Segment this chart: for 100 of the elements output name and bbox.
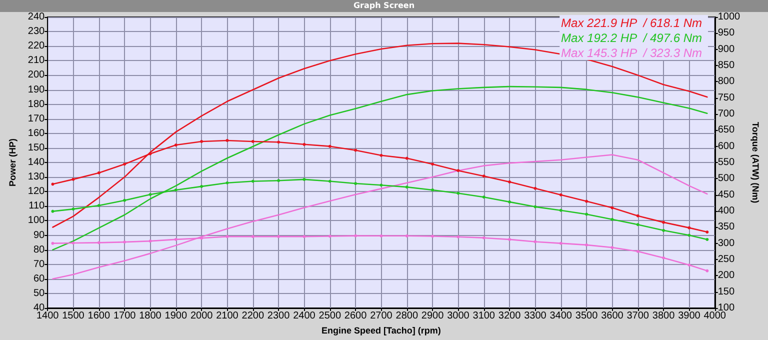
point bbox=[226, 138, 229, 142]
x-tick-label: 2100 bbox=[216, 310, 239, 322]
x-tick-label: 3300 bbox=[524, 310, 547, 322]
x-tick-label: 1600 bbox=[88, 310, 110, 322]
x-tick-label: 3100 bbox=[472, 310, 496, 322]
y-tick-label: 150 bbox=[28, 142, 46, 154]
y-tick-label: 170 bbox=[28, 113, 46, 124]
line-series bbox=[52, 42, 708, 228]
x-tick-label: 3800 bbox=[652, 310, 676, 322]
point bbox=[508, 180, 512, 184]
y2-tick-label: 200 bbox=[718, 270, 735, 282]
point bbox=[328, 180, 332, 183]
point bbox=[97, 241, 100, 244]
y-tick-label: 110 bbox=[28, 200, 46, 212]
point bbox=[482, 236, 486, 240]
x-tick-label: 3500 bbox=[575, 310, 598, 322]
point bbox=[662, 220, 666, 224]
series-label: Max 221.9 HP / 618.1 Nm bbox=[561, 16, 702, 30]
point bbox=[277, 179, 280, 182]
point bbox=[123, 162, 126, 166]
y2-axis-title: Torque (ATW) (Nm) bbox=[750, 122, 760, 204]
point bbox=[226, 181, 229, 184]
point bbox=[662, 228, 666, 232]
point bbox=[405, 186, 408, 189]
y2-tick-label: 850 bbox=[718, 60, 735, 71]
point bbox=[200, 184, 204, 188]
x-tick-label: 2700 bbox=[370, 310, 393, 322]
chart-title: Graph Screen bbox=[0, 0, 768, 12]
y-tick-label: 60 bbox=[33, 273, 46, 284]
point bbox=[302, 178, 306, 181]
point bbox=[51, 182, 54, 186]
point bbox=[431, 234, 434, 238]
x-tick-label: 2800 bbox=[396, 310, 418, 322]
y2-tick-label: 450 bbox=[718, 189, 735, 200]
x-tick-label: 1400 bbox=[36, 310, 60, 322]
y-tick-label: 190 bbox=[28, 84, 46, 96]
point bbox=[51, 210, 54, 213]
y-tick-label: 180 bbox=[28, 98, 46, 110]
x-tick-label: 1800 bbox=[139, 310, 162, 322]
point bbox=[97, 171, 100, 174]
x-tick-label: 1700 bbox=[113, 310, 136, 322]
point bbox=[482, 196, 486, 199]
y2-tick-label: 600 bbox=[718, 140, 735, 152]
point bbox=[706, 238, 709, 241]
x-tick-label: 3600 bbox=[601, 310, 624, 322]
point bbox=[123, 198, 126, 202]
point bbox=[328, 234, 332, 238]
point bbox=[277, 140, 280, 144]
point bbox=[380, 154, 383, 157]
point bbox=[328, 144, 332, 148]
point bbox=[148, 193, 152, 196]
y-tick-label: 70 bbox=[33, 258, 46, 270]
point bbox=[706, 230, 709, 234]
point bbox=[585, 243, 588, 246]
y2-tick-label: 550 bbox=[718, 157, 735, 168]
point bbox=[636, 250, 640, 253]
point bbox=[456, 192, 460, 195]
x-tick-label: 2500 bbox=[318, 310, 342, 322]
y-tick-label: 120 bbox=[28, 186, 46, 198]
point bbox=[72, 208, 75, 211]
point bbox=[662, 256, 666, 260]
x-tick-label: 3000 bbox=[447, 310, 470, 322]
point bbox=[380, 234, 383, 238]
point bbox=[354, 234, 358, 238]
y-tick-label: 130 bbox=[28, 172, 46, 183]
point bbox=[585, 200, 588, 203]
point bbox=[688, 234, 691, 237]
x-tick-label: 3700 bbox=[626, 310, 650, 322]
x-tick-label: 2200 bbox=[242, 310, 264, 322]
y-tick-label: 160 bbox=[28, 128, 46, 139]
x-tick-label: 4000 bbox=[704, 310, 726, 322]
point bbox=[456, 169, 460, 172]
x-tick-label: 3900 bbox=[678, 310, 701, 322]
y-tick-label: 80 bbox=[33, 244, 46, 256]
point bbox=[559, 242, 562, 245]
text: Max 192.2 HP / 497.6 Nm bbox=[561, 31, 702, 45]
y2-tick-label: 500 bbox=[718, 173, 735, 184]
x-tick-label: 1900 bbox=[164, 310, 188, 322]
point bbox=[688, 263, 691, 266]
point bbox=[559, 193, 562, 196]
y2-tick-label: 1000 bbox=[718, 12, 741, 22]
text: Max 145.3 HP / 323.3 Nm bbox=[561, 46, 702, 60]
point bbox=[688, 226, 691, 230]
y-tick-label: 140 bbox=[28, 157, 46, 168]
point bbox=[431, 162, 434, 166]
point bbox=[508, 200, 512, 204]
point bbox=[559, 208, 562, 212]
point bbox=[610, 246, 614, 250]
point bbox=[302, 142, 306, 146]
x-tick-label: 2000 bbox=[190, 310, 214, 322]
x-tick-label: 3400 bbox=[550, 310, 572, 322]
point bbox=[51, 242, 54, 245]
point bbox=[534, 205, 537, 208]
x-tick-label: 2900 bbox=[421, 310, 444, 322]
y2-tick-label: 300 bbox=[718, 238, 735, 249]
y2-tick-label: 400 bbox=[718, 206, 735, 216]
y-tick-label: 200 bbox=[28, 70, 46, 81]
x-tick-label: 2400 bbox=[293, 310, 316, 322]
x-tick-label: 2600 bbox=[344, 310, 368, 322]
point bbox=[405, 156, 408, 160]
